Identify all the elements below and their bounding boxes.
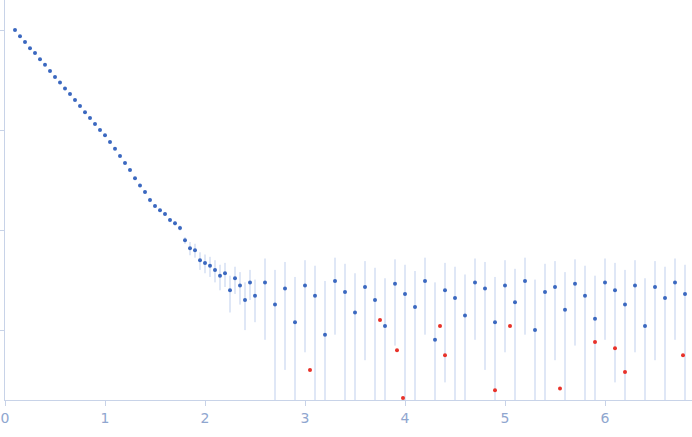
svg-text:4: 4 [401, 410, 410, 426]
svg-text:5: 5 [501, 410, 510, 426]
svg-text:6: 6 [601, 410, 610, 426]
svg-text:2: 2 [201, 410, 210, 426]
svg-text:3: 3 [301, 410, 310, 426]
svg-text:0: 0 [1, 410, 10, 426]
svg-text:1: 1 [101, 410, 110, 426]
